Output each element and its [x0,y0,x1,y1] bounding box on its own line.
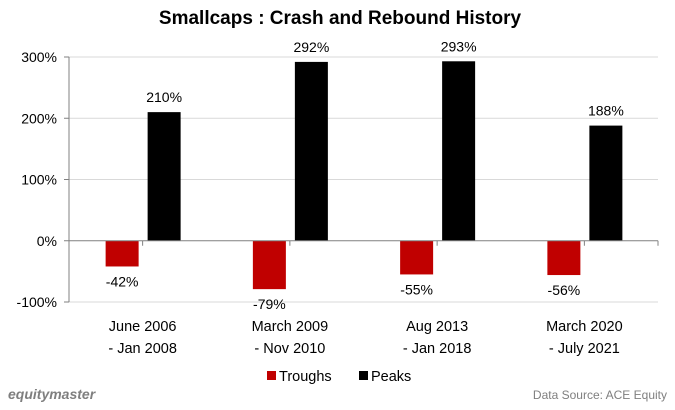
y-tick-label: 100% [21,172,57,188]
category-label: - Jan 2018 [403,341,472,357]
category-label: - Jan 2008 [108,341,177,357]
data-source: Data Source: ACE Equity [533,388,667,402]
equitymaster-logo: equitymaster [8,386,97,402]
bar-peaks [589,125,623,241]
category-label: Aug 2013 [406,319,468,335]
data-label: -56% [548,282,581,298]
data-labels: -42% -79% -55% -56% 210% 292% 293% 188% [106,38,624,312]
category-labels: June 2006 - Jan 2008 March 2009 - Nov 2010 A… [108,319,622,357]
bar-peaks [147,112,181,241]
bar-peaks [442,61,476,241]
legend: Troughs Peaks [267,369,411,385]
bar-peaks [294,61,328,241]
bars [105,61,623,290]
chart-title: Smallcaps : Crash and Rebound History [159,8,522,29]
bar-troughs [547,240,581,276]
legend-label-peaks: Peaks [371,369,411,385]
data-label: 293% [441,38,477,54]
data-label: 210% [146,89,182,105]
legend-label-troughs: Troughs [279,369,332,385]
legend-swatch-peaks [359,371,368,380]
category-label: - Nov 2010 [254,341,325,357]
y-tick-label: 200% [21,110,57,126]
data-label: 292% [293,39,329,55]
bar-troughs [400,240,434,275]
data-label: 188% [588,103,624,119]
y-axis: 300% 200% 100% 0% -100% [17,49,70,310]
category-label: March 2009 [252,319,329,335]
data-label: -79% [253,296,286,312]
legend-swatch-troughs [267,371,276,380]
y-tick-label: 0% [37,233,57,249]
category-label: - July 2021 [549,341,620,357]
y-tick-label: 300% [21,49,57,65]
y-tick-label: -100% [17,294,57,310]
x-axis [69,240,659,246]
category-label: March 2020 [546,319,623,335]
data-label: -55% [400,281,433,297]
bar-troughs [105,240,139,267]
bar-troughs [252,240,286,290]
category-label: June 2006 [109,319,177,335]
data-label: -42% [106,273,139,289]
